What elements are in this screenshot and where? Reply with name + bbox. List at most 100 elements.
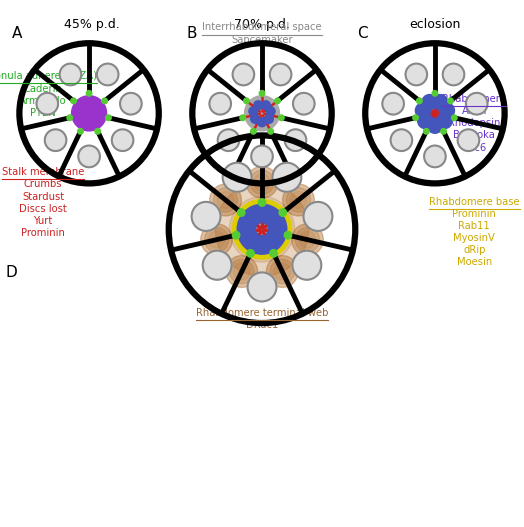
- Circle shape: [237, 209, 245, 216]
- Text: Rab11: Rab11: [458, 221, 490, 231]
- Circle shape: [254, 174, 270, 191]
- Text: 70% p.d.: 70% p.d.: [234, 18, 290, 31]
- Circle shape: [286, 188, 311, 212]
- Text: Actin: Actin: [462, 106, 487, 116]
- Text: D: D: [5, 265, 17, 279]
- Circle shape: [215, 182, 309, 276]
- Circle shape: [67, 115, 72, 121]
- Circle shape: [422, 94, 437, 110]
- Circle shape: [230, 259, 254, 284]
- Circle shape: [441, 129, 446, 134]
- Text: Rhabdomere terminal web: Rhabdomere terminal web: [196, 308, 328, 317]
- Circle shape: [106, 115, 111, 121]
- Circle shape: [416, 103, 430, 118]
- Circle shape: [293, 93, 314, 114]
- Circle shape: [247, 272, 277, 301]
- Circle shape: [424, 145, 446, 167]
- Text: Rhabdomere base: Rhabdomere base: [429, 197, 519, 207]
- Circle shape: [210, 184, 242, 216]
- Circle shape: [417, 98, 422, 104]
- Circle shape: [97, 64, 118, 85]
- Text: Prominin: Prominin: [452, 209, 496, 219]
- Circle shape: [86, 91, 92, 96]
- Circle shape: [452, 115, 457, 121]
- Circle shape: [365, 43, 505, 183]
- Circle shape: [290, 191, 307, 209]
- Text: Interrhabdomeral space: Interrhabdomeral space: [202, 23, 322, 32]
- Circle shape: [259, 91, 265, 96]
- Circle shape: [249, 107, 258, 116]
- Circle shape: [112, 129, 134, 151]
- Circle shape: [244, 98, 249, 104]
- Circle shape: [292, 251, 321, 280]
- Text: Sec6: Sec6: [462, 143, 486, 152]
- Circle shape: [383, 93, 404, 114]
- Circle shape: [418, 113, 433, 129]
- Circle shape: [201, 224, 232, 256]
- Circle shape: [102, 98, 107, 104]
- Circle shape: [19, 43, 159, 183]
- Circle shape: [413, 115, 418, 121]
- Circle shape: [423, 129, 429, 134]
- Circle shape: [279, 209, 287, 216]
- Circle shape: [203, 251, 232, 280]
- Circle shape: [275, 98, 280, 104]
- Text: Rhodopsin: Rhodopsin: [448, 119, 500, 128]
- Circle shape: [259, 204, 279, 225]
- Text: B: B: [186, 26, 196, 41]
- Text: 45% p.d.: 45% p.d.: [64, 18, 119, 31]
- Circle shape: [285, 129, 307, 151]
- Circle shape: [233, 64, 254, 85]
- Circle shape: [246, 167, 278, 198]
- Circle shape: [299, 231, 316, 248]
- Circle shape: [261, 101, 270, 110]
- Circle shape: [254, 101, 263, 110]
- Circle shape: [243, 210, 281, 248]
- Circle shape: [303, 202, 332, 231]
- Text: Zonula adherens (ZA): Zonula adherens (ZA): [0, 71, 97, 81]
- Circle shape: [428, 118, 442, 133]
- Circle shape: [279, 115, 284, 121]
- Circle shape: [390, 129, 412, 151]
- Circle shape: [433, 94, 448, 110]
- Circle shape: [78, 129, 83, 134]
- Circle shape: [95, 129, 101, 134]
- Circle shape: [274, 263, 291, 280]
- Circle shape: [239, 229, 259, 250]
- Circle shape: [270, 259, 294, 284]
- Circle shape: [268, 216, 288, 236]
- Text: Bazooka: Bazooka: [453, 131, 495, 140]
- Circle shape: [272, 163, 301, 192]
- Circle shape: [245, 204, 265, 225]
- Text: eclosion: eclosion: [409, 18, 461, 31]
- Text: Stardust: Stardust: [22, 192, 64, 201]
- Text: PTEN: PTEN: [30, 109, 56, 118]
- Circle shape: [217, 129, 239, 151]
- Circle shape: [466, 93, 487, 114]
- Circle shape: [447, 98, 453, 104]
- Circle shape: [420, 99, 450, 128]
- Circle shape: [270, 64, 291, 85]
- Circle shape: [432, 91, 438, 96]
- Text: DRac1: DRac1: [246, 320, 278, 329]
- Text: Yurt: Yurt: [34, 216, 52, 226]
- Circle shape: [71, 98, 77, 104]
- Circle shape: [266, 256, 298, 287]
- Text: Stalk membrane: Stalk membrane: [2, 168, 84, 177]
- Circle shape: [457, 129, 479, 151]
- Circle shape: [240, 115, 245, 121]
- Circle shape: [72, 96, 106, 131]
- Circle shape: [266, 107, 275, 116]
- Circle shape: [245, 96, 279, 131]
- Circle shape: [250, 114, 259, 123]
- Circle shape: [78, 145, 100, 167]
- Circle shape: [247, 250, 254, 257]
- Circle shape: [284, 231, 292, 239]
- Circle shape: [236, 216, 256, 236]
- Circle shape: [265, 114, 274, 123]
- Circle shape: [270, 250, 277, 257]
- Circle shape: [242, 209, 282, 249]
- Text: MyosinV: MyosinV: [453, 233, 495, 243]
- Circle shape: [120, 93, 141, 114]
- Circle shape: [250, 129, 256, 134]
